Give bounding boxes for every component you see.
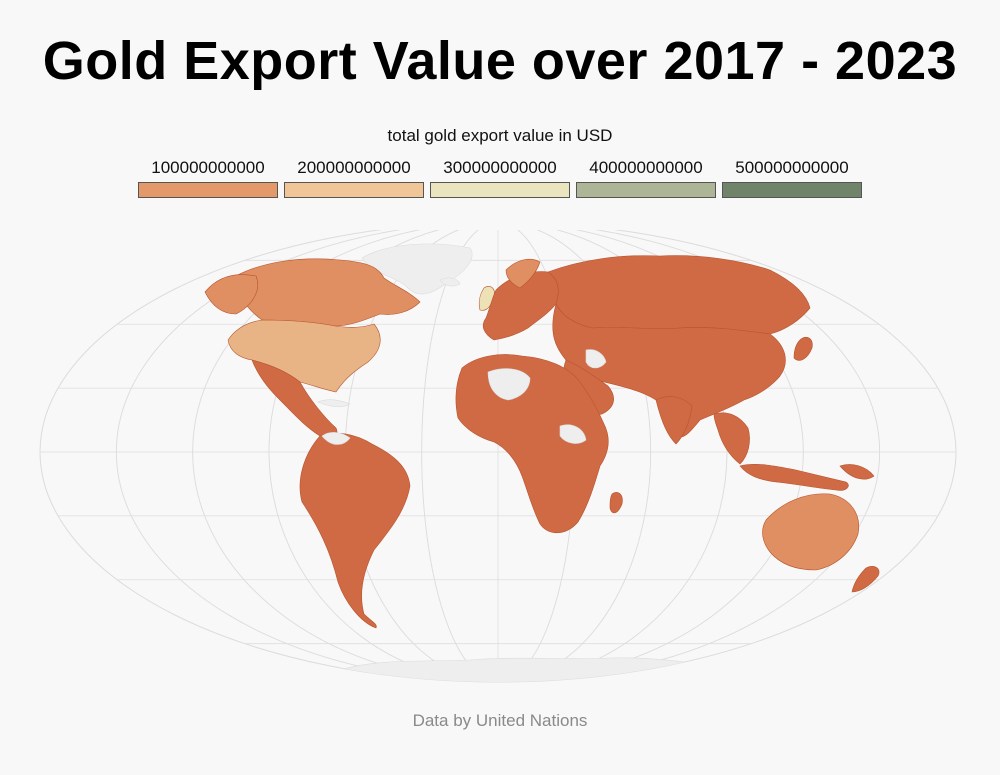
color-legend: 100000000000 200000000000 300000000000 4… [138,158,862,200]
caribbean [317,399,351,408]
alaska [204,274,258,315]
scandinavia [505,258,541,289]
new-zealand [851,566,880,593]
legend-item: 200000000000 [284,158,424,200]
middle-east-nodata [585,349,607,369]
legend-title: total gold export value in USD [387,126,613,145]
australia [762,493,860,571]
legend-item: 300000000000 [430,158,570,200]
data-source-caption: Data by United Nations [412,711,588,730]
south-america [299,432,411,629]
legend-swatch [430,182,570,198]
legend-swatch [138,182,278,198]
antarctica [338,657,721,682]
asia [552,303,786,438]
legend-label: 200000000000 [297,158,411,177]
legend-label: 300000000000 [443,158,557,177]
madagascar [609,492,623,514]
land-masses [204,243,880,682]
legend-item: 400000000000 [576,158,716,200]
papua-new-guinea [839,464,875,480]
legend-swatch [576,182,716,198]
japan [793,336,813,361]
indonesia [739,464,849,491]
india [655,396,693,445]
legend-swatch [284,182,424,198]
legend-item: 100000000000 [138,158,278,200]
legend-label: 500000000000 [735,158,849,177]
venezuela-colombia-nodata [321,432,351,445]
world-map [39,230,957,683]
map-title: Gold Export Value over 2017 - 2023 [42,31,958,91]
legend-swatch [722,182,862,198]
iceland [439,277,461,287]
legend-label: 100000000000 [151,158,265,177]
sahara-nodata [487,368,531,401]
legend-item: 500000000000 [722,158,862,200]
southeast-asia [713,412,750,465]
legend-label: 400000000000 [589,158,703,177]
africa [455,354,609,534]
united-states [227,319,381,393]
east-africa-nodata [559,424,587,444]
